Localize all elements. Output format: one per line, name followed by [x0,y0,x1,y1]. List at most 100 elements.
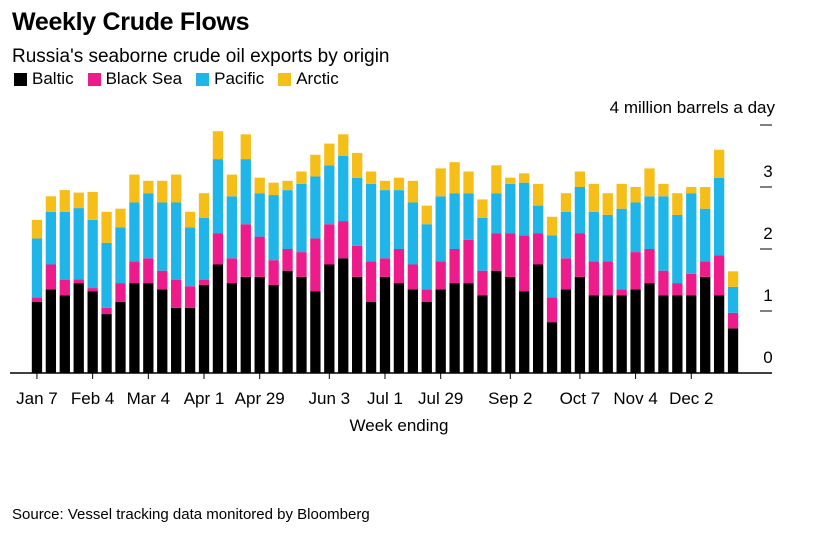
bar-arctic-50 [727,271,739,287]
bar-baltic-2 [59,295,70,373]
bar-pacific-38 [560,211,572,259]
bar-pacific-29 [435,196,446,262]
legend-swatch-black-sea [87,72,101,86]
bar-pacific-21 [324,165,335,225]
bar-black-sea-50 [727,312,739,329]
bar-pacific-8 [143,193,154,259]
x-tick-label-0: Jan 7 [16,389,58,408]
bar-black-sea-15 [240,224,251,277]
bar-black-sea-0 [31,297,43,302]
bar-black-sea-13 [212,233,224,265]
bar-arctic-35 [519,173,530,183]
bar-baltic-44 [644,283,655,373]
bar-baltic-48 [700,276,711,373]
bar-arctic-16 [254,177,265,194]
bar-black-sea-24 [365,261,377,302]
bar-baltic-50 [727,328,739,373]
bar-arctic-42 [616,183,627,209]
bar-pacific-15 [240,159,251,225]
bar-black-sea-5 [101,307,112,315]
bar-baltic-41 [602,295,613,373]
bar-baltic-34 [505,276,516,373]
y-tick-label-0: 0 [763,348,772,367]
bar-pacific-7 [129,202,140,262]
bar-arctic-28 [421,205,432,225]
y-tick-label-1: 1 [763,286,772,305]
bar-black-sea-12 [198,280,210,285]
bar-arctic-10 [171,174,182,203]
bar-pacific-13 [212,159,224,234]
bar-arctic-46 [672,193,683,215]
bar-baltic-7 [129,283,140,373]
bar-black-sea-4 [87,288,98,292]
bar-black-sea-40 [588,261,599,296]
bar-pacific-48 [700,208,711,262]
bar-pacific-32 [477,218,488,271]
bar-baltic-27 [407,289,418,373]
bar-arctic-6 [115,208,126,228]
bar-arctic-19 [296,171,307,184]
bar-arctic-44 [644,168,655,197]
legend-item-black-sea: Black Sea [87,69,183,89]
bar-arctic-20 [310,154,321,177]
bar-pacific-50 [727,286,739,313]
bar-pacific-41 [602,214,613,262]
bar-baltic-30 [449,283,460,373]
bar-pacific-40 [588,211,599,262]
bar-arctic-7 [129,174,140,203]
bar-arctic-45 [658,183,669,197]
bar-black-sea-14 [226,258,238,284]
bar-arctic-40 [588,183,599,212]
bar-pacific-25 [379,190,391,259]
bar-black-sea-36 [532,233,544,265]
x-tick-label-3: Apr 1 [184,389,225,408]
x-axis-title: Week ending [350,416,449,435]
bar-black-sea-2 [59,280,70,296]
bar-pacific-26 [393,190,405,249]
bar-black-sea-33 [491,233,502,271]
bar-pacific-27 [407,202,418,265]
bar-pacific-18 [282,190,293,249]
legend-swatch-pacific [196,72,210,86]
bar-pacific-1 [45,211,57,265]
bar-baltic-22 [338,258,349,373]
legend-label-black-sea: Black Sea [105,69,183,88]
bar-baltic-3 [73,283,84,373]
bar-baltic-14 [226,283,238,373]
bar-arctic-15 [240,134,251,160]
bar-baltic-4 [87,291,98,373]
bar-pacific-9 [157,202,168,271]
bar-black-sea-17 [268,260,279,285]
bar-baltic-47 [686,295,697,373]
x-tick-label-9: Oct 7 [560,389,601,408]
bar-arctic-39 [574,171,586,187]
bar-arctic-21 [324,143,335,166]
bar-black-sea-20 [310,238,321,292]
bar-baltic-26 [393,283,405,373]
bar-arctic-9 [157,180,168,203]
chart-subtitle: Russia's seaborne crude oil exports by o… [12,46,390,67]
bar-baltic-31 [463,283,474,373]
bar-baltic-43 [630,289,641,373]
bar-black-sea-27 [407,264,418,290]
legend: Baltic Black Sea Pacific Arctic [14,69,339,89]
x-tick-label-5: Jun 3 [309,389,351,408]
legend-label-baltic: Baltic [32,69,74,88]
bar-black-sea-10 [171,280,182,308]
bar-pacific-49 [713,177,725,256]
bar-baltic-19 [296,276,307,373]
bar-pacific-42 [616,208,627,290]
bar-arctic-14 [226,174,238,197]
bar-baltic-5 [101,314,112,373]
bar-baltic-6 [115,301,126,373]
bar-baltic-16 [254,276,265,373]
legend-item-baltic: Baltic [14,69,74,89]
bar-black-sea-9 [157,270,168,290]
bar-pacific-37 [546,235,558,298]
bar-baltic-37 [546,322,558,373]
bar-arctic-30 [449,162,460,194]
bar-black-sea-19 [296,252,307,277]
bar-pacific-12 [198,218,210,280]
bar-black-sea-35 [519,235,530,292]
